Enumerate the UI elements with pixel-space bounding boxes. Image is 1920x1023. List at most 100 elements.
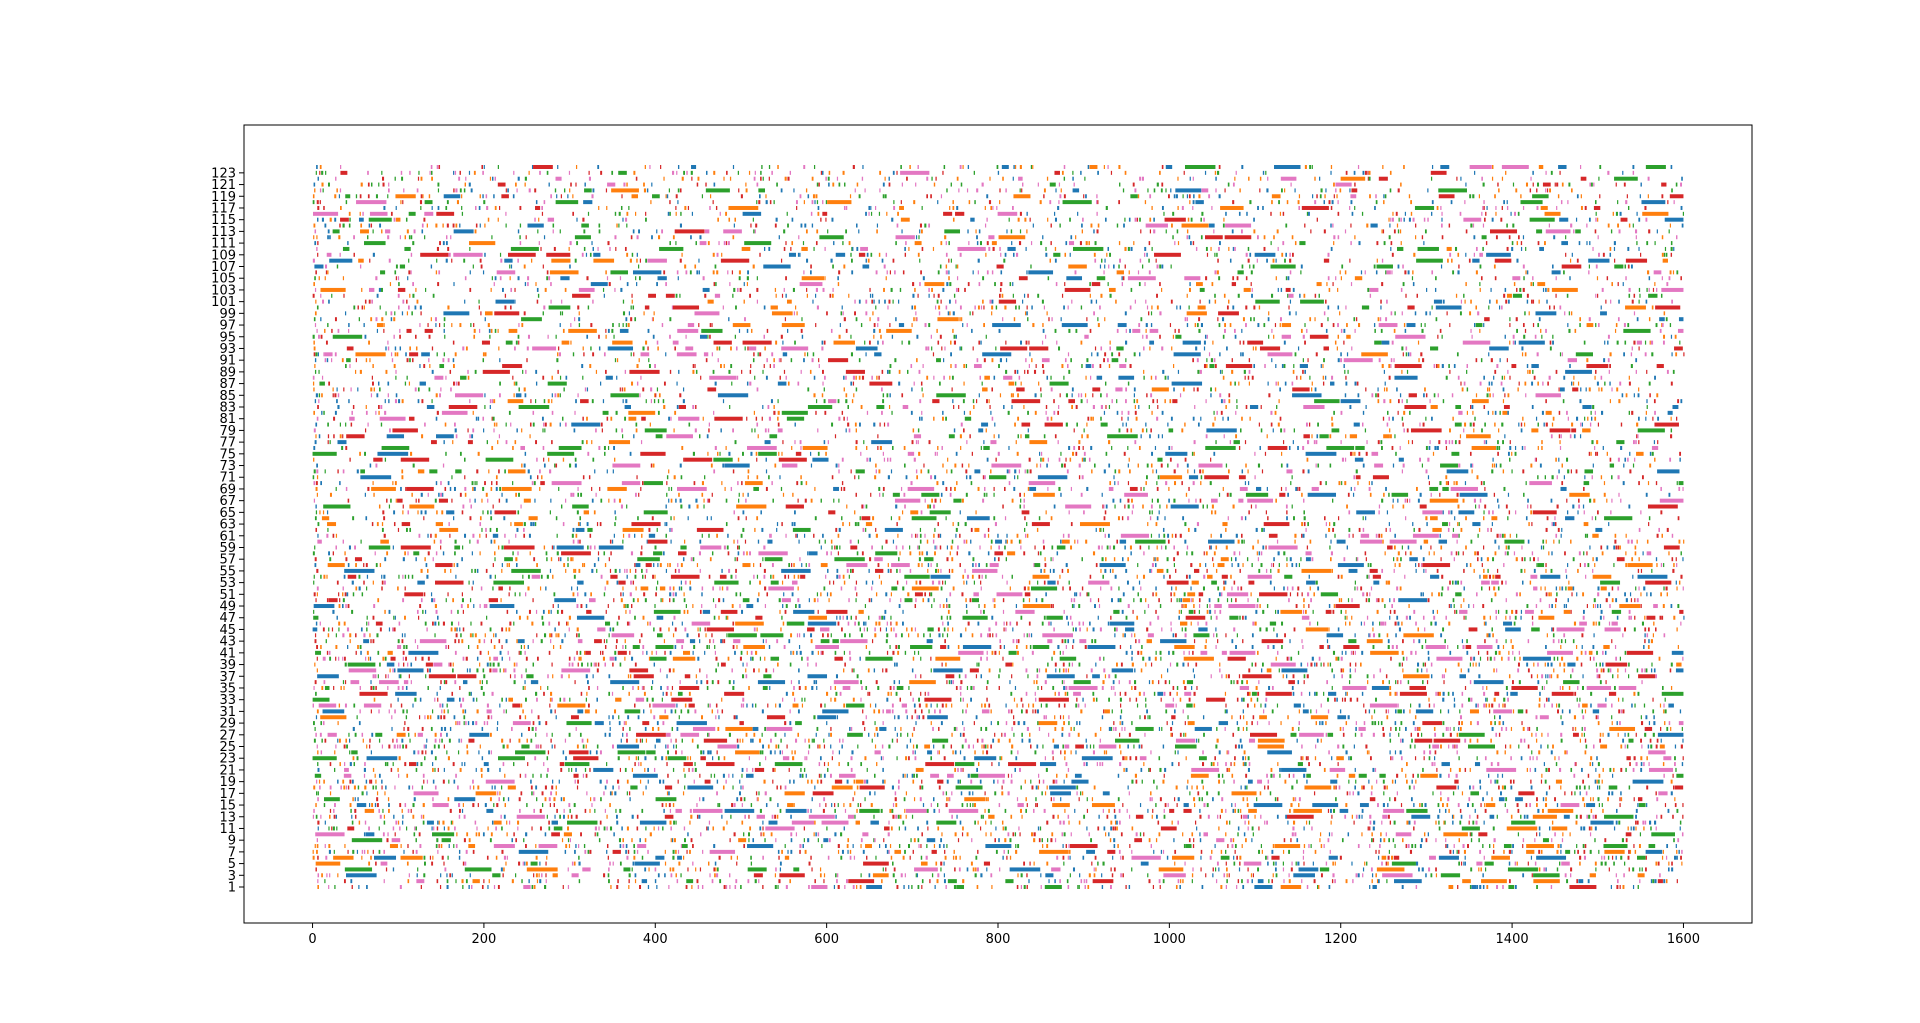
event-bar <box>1267 750 1292 755</box>
event-bar <box>1314 756 1317 761</box>
event-bar <box>852 885 855 889</box>
event-bar <box>594 721 604 726</box>
event-bar <box>338 627 340 632</box>
event-bar <box>560 674 563 679</box>
event-bar <box>1292 691 1295 696</box>
event-bar <box>1033 838 1036 843</box>
event-bar <box>1387 814 1390 819</box>
event-bar <box>312 703 314 708</box>
event-bar <box>313 738 316 743</box>
event-bar <box>842 685 851 690</box>
event-bar <box>1475 703 1477 708</box>
event-bar <box>1055 779 1058 784</box>
event-bar <box>552 779 554 784</box>
event-bar <box>568 767 570 772</box>
event-bar <box>986 680 989 685</box>
event-bar <box>597 627 606 632</box>
event-bar <box>866 779 869 784</box>
event-bar <box>463 838 466 843</box>
event-bar <box>943 756 946 761</box>
event-bar <box>1250 697 1253 702</box>
event-bar <box>1526 767 1529 772</box>
event-bar <box>505 861 507 866</box>
event-bar <box>1527 744 1530 749</box>
event-bar <box>1451 814 1454 819</box>
event-bar <box>342 633 345 638</box>
event-bar <box>661 697 663 702</box>
event-bar <box>1118 732 1121 737</box>
event-bar <box>1653 721 1656 726</box>
event-bar <box>747 867 767 872</box>
event-bar <box>322 721 325 726</box>
event-bar <box>1233 627 1236 632</box>
event-bar <box>1092 879 1114 884</box>
event-bar <box>1292 674 1295 679</box>
event-bar <box>1557 844 1560 849</box>
event-bar <box>1043 715 1046 720</box>
event-bar <box>912 849 914 854</box>
event-bar <box>1650 639 1653 644</box>
event-bar <box>957 838 960 843</box>
event-bar <box>1234 849 1236 854</box>
event-bar <box>778 879 781 884</box>
event-bar <box>745 732 748 737</box>
event-bar <box>602 650 604 655</box>
event-bar <box>1369 820 1372 825</box>
event-bar <box>664 814 674 819</box>
event-bar <box>446 873 448 878</box>
event-bar <box>587 680 589 685</box>
event-bar <box>1118 808 1121 813</box>
event-bar <box>1582 797 1585 802</box>
event-bar <box>967 621 970 626</box>
event-bar <box>1102 861 1105 866</box>
event-bar <box>397 820 400 825</box>
event-bar <box>1410 732 1413 737</box>
event-bar <box>918 715 921 720</box>
event-bar <box>548 826 551 831</box>
event-bar <box>1193 691 1196 696</box>
event-bar <box>1620 791 1622 796</box>
event-bar <box>862 832 869 837</box>
event-bar <box>684 627 687 632</box>
event-bar <box>1602 662 1604 667</box>
event-bar <box>1042 633 1074 638</box>
event-bar <box>596 697 598 702</box>
event-bar <box>775 867 777 872</box>
event-bar <box>575 726 577 731</box>
event-bar <box>1201 797 1203 802</box>
event-bar <box>1447 645 1449 649</box>
event-bar <box>650 685 653 690</box>
event-bar <box>1242 697 1245 702</box>
event-bar <box>1501 773 1504 778</box>
event-bar <box>1216 814 1219 819</box>
event-bar <box>1227 844 1229 849</box>
event-bar <box>1395 832 1412 837</box>
event-bar <box>458 849 461 854</box>
event-bar <box>672 867 675 872</box>
event-bar <box>896 685 904 690</box>
event-bar <box>425 662 433 667</box>
event-bar <box>1346 791 1349 796</box>
event-bar <box>636 826 639 831</box>
event-bar <box>1274 797 1277 802</box>
event-bar <box>748 814 750 819</box>
event-bar <box>414 697 417 702</box>
event-bar <box>689 849 691 854</box>
event-bar <box>843 826 845 831</box>
event-bar <box>1283 879 1285 884</box>
event-bar <box>884 826 890 831</box>
event-bar <box>354 732 357 737</box>
event-bar <box>635 738 638 743</box>
event-bar <box>1131 855 1161 860</box>
event-bar <box>603 791 605 796</box>
event-bar <box>1445 668 1447 673</box>
event-bar <box>618 785 620 790</box>
event-bar <box>1678 849 1680 854</box>
event-bar <box>593 767 614 772</box>
event-bar <box>1226 767 1228 772</box>
event-bar <box>917 826 919 831</box>
event-bar <box>1385 621 1387 626</box>
event-bar <box>1101 885 1104 889</box>
event-bar <box>1368 633 1370 638</box>
event-bar <box>1233 855 1235 860</box>
